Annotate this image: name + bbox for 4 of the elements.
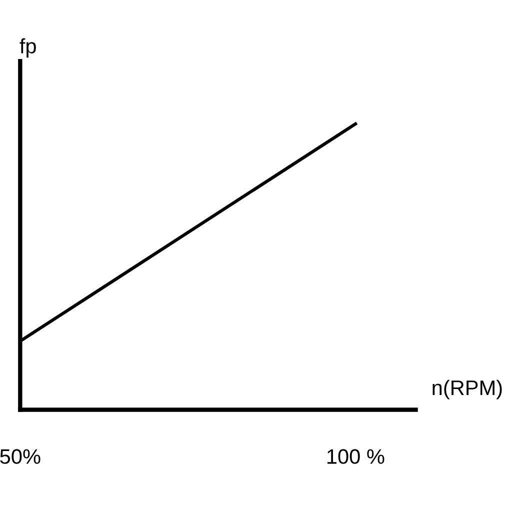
y-axis-title: fp bbox=[20, 38, 36, 58]
x-tick-label: 50% bbox=[0, 449, 40, 464]
x-axis-title: n(RPM) bbox=[432, 380, 502, 400]
x-tick-label: 100 % bbox=[327, 449, 384, 464]
